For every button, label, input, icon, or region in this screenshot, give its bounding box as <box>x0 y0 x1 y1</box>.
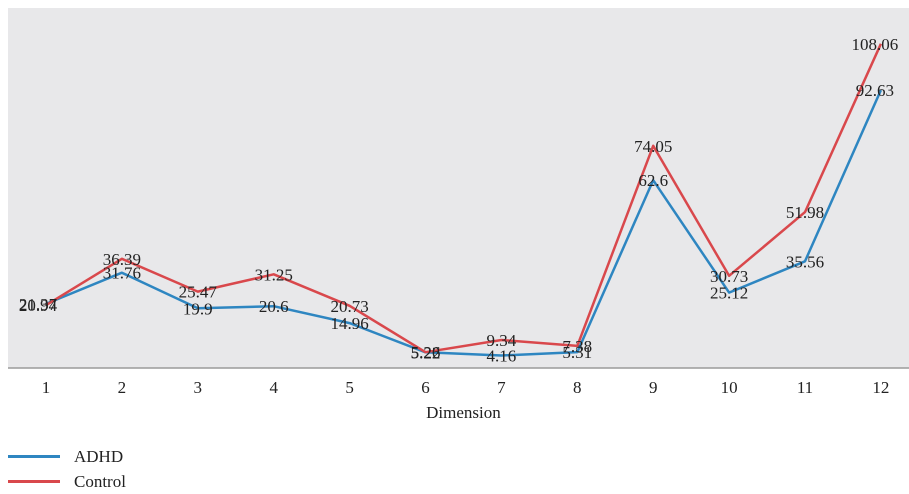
data-label-adhd: 62.6 <box>638 171 668 190</box>
series-line-adhd <box>45 89 883 357</box>
data-label-control: 20.73 <box>330 297 368 316</box>
x-tick-label: 1 <box>42 378 51 397</box>
data-label-adhd: 25.12 <box>710 284 748 303</box>
data-label-adhd: 92.63 <box>856 81 894 100</box>
legend-label-adhd: ADHD <box>74 446 124 466</box>
data-label-adhd: 4.16 <box>487 347 517 366</box>
legend-swatch-adhd <box>8 455 60 458</box>
data-label-adhd: 5.22 <box>411 343 441 362</box>
data-label-control: 74.05 <box>634 137 672 156</box>
x-axis-title: Dimension <box>426 403 501 422</box>
legend-item-control: Control <box>8 469 126 494</box>
legend: ADHD Control <box>8 444 126 494</box>
data-label-control: 7.38 <box>562 337 592 356</box>
x-tick-labels: 1 2 3 4 5 6 7 8 9 10 11 12 <box>42 378 890 397</box>
series-line-control <box>45 43 883 354</box>
legend-item-adhd: ADHD <box>8 444 126 469</box>
x-tick-label: 11 <box>797 378 813 397</box>
x-tick-label: 6 <box>421 378 430 397</box>
data-label-adhd: 21.37 <box>19 295 58 314</box>
x-tick-label: 9 <box>649 378 658 397</box>
series-lines <box>45 43 883 357</box>
x-tick-label: 8 <box>573 378 582 397</box>
data-label-control: 30.73 <box>710 267 748 286</box>
x-tick-label: 3 <box>194 378 203 397</box>
data-label-control: 5.26 <box>411 343 441 362</box>
data-label-adhd: 35.56 <box>786 252 824 271</box>
data-label-control: 9.34 <box>487 331 517 350</box>
legend-label-control: Control <box>74 471 126 491</box>
x-tick-label: 4 <box>269 378 278 397</box>
line-chart: 1 2 3 4 5 6 7 8 9 10 11 12 Dimension 21.3731.7619.9… <box>8 8 909 422</box>
data-label-control: 25.47 <box>179 283 218 302</box>
data-label-adhd: 31.76 <box>103 264 141 283</box>
data-label-control: 108.06 <box>852 35 899 54</box>
data-label-control: 20.94 <box>19 296 58 315</box>
plot-area <box>8 8 909 368</box>
x-tick-label: 10 <box>721 378 738 397</box>
x-tick-label: 2 <box>118 378 127 397</box>
data-label-control: 36.39 <box>103 250 141 269</box>
x-tick-label: 5 <box>345 378 354 397</box>
data-label-adhd: 14.96 <box>330 314 368 333</box>
data-label-adhd: 20.6 <box>259 297 289 316</box>
legend-swatch-control <box>8 480 60 483</box>
data-label-adhd: 5.31 <box>562 343 592 362</box>
data-labels: 21.37 31.76 19.9 20.6 14.96 5.22 4.16 5.31 62.6 2… <box>19 35 898 366</box>
x-tick-label: 12 <box>872 378 889 397</box>
data-label-adhd: 19.9 <box>183 299 213 318</box>
data-label-control: 31.25 <box>255 265 293 284</box>
x-tick-label: 7 <box>497 378 506 397</box>
data-label-control: 51.98 <box>786 203 824 222</box>
